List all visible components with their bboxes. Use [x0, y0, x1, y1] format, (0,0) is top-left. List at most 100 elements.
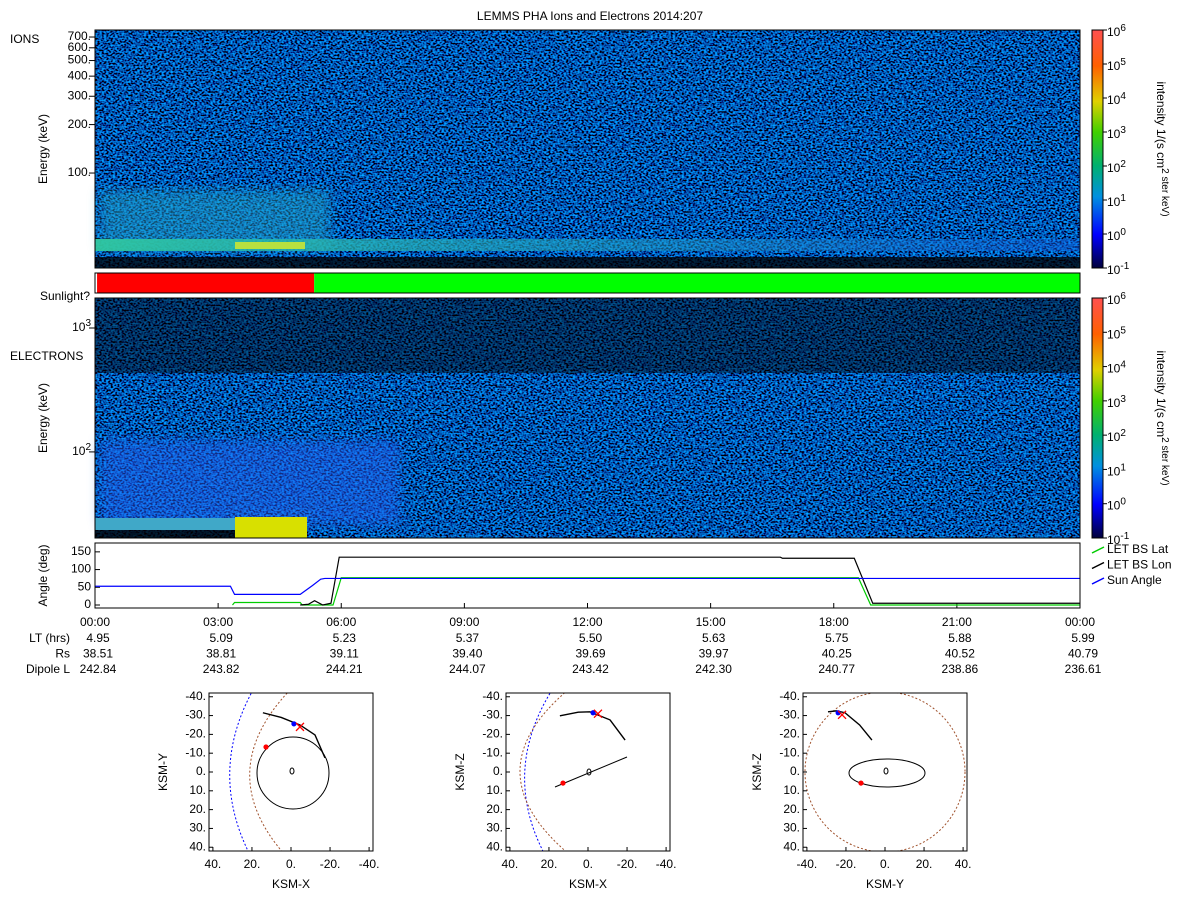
- image-band: [95, 518, 235, 530]
- orbit-context: [229, 693, 330, 851]
- row-value: 5.23: [333, 631, 357, 645]
- y-tick-label: 150: [71, 544, 91, 558]
- colorbar-tick-label: 100: [1107, 227, 1126, 244]
- y-tick-label: 100: [71, 562, 91, 576]
- colorbar-tick-label: 102: [1107, 428, 1126, 445]
- x-tick-label: 40.: [205, 857, 222, 871]
- y-tick-label: 20.: [783, 802, 800, 816]
- state-segment: [97, 273, 315, 293]
- boundary: [229, 693, 253, 851]
- plot-frame: [208, 692, 374, 852]
- legend-label: LET BS Lat: [1107, 542, 1169, 556]
- y-tick-label: 103: [72, 318, 91, 335]
- image-band: [95, 239, 1080, 251]
- y-axis-label: Angle (deg): [36, 544, 50, 606]
- row-value: 38.51: [83, 647, 113, 661]
- row-label: Dipole L: [26, 662, 70, 676]
- y-tick-label: -20.: [482, 727, 503, 741]
- y-tick-label: 102: [72, 442, 91, 459]
- y-axis-label: Energy (keV): [36, 383, 50, 453]
- colorbar-tick-label: 106: [1107, 291, 1126, 308]
- row-value: 40.79: [1068, 647, 1098, 661]
- y-tick-label: 0: [84, 597, 91, 611]
- series-line: [232, 577, 1080, 606]
- y-tick-label: -20.: [185, 727, 206, 741]
- row-value: 39.11: [330, 647, 359, 661]
- boundary: [524, 693, 551, 851]
- y-tick-label: 10.: [189, 783, 206, 797]
- point-dot: [263, 744, 269, 750]
- trajectory: [559, 711, 626, 741]
- row-label: LT (hrs): [29, 631, 70, 645]
- row-value: 242.84: [80, 662, 117, 676]
- boundary: [519, 693, 567, 851]
- x-tick-label: 20.: [244, 857, 261, 871]
- row-value: 5.50: [579, 631, 603, 645]
- y-tick-label: -10.: [482, 745, 503, 759]
- point-cross: [295, 722, 305, 732]
- x-tick-label: 12:00: [572, 615, 602, 629]
- y-tick-label: 20.: [189, 802, 206, 816]
- row-value: 243.42: [572, 662, 609, 676]
- y-tick-label: -30.: [185, 708, 206, 722]
- orbit-context: [519, 693, 628, 851]
- point-dot: [291, 721, 297, 727]
- row-value: 244.07: [449, 662, 486, 676]
- x-tick-label: 20.: [916, 857, 933, 871]
- x-tick-label: 03:00: [203, 615, 233, 629]
- trajectory: [262, 712, 326, 759]
- image-band-bright: [235, 517, 307, 538]
- y-axis-label: KSM-Y: [156, 753, 170, 791]
- y-tick-label: -30.: [779, 708, 800, 722]
- x-tick-label: 20.: [541, 857, 558, 871]
- colorbar-tick-label: 10-1: [1107, 261, 1130, 278]
- row-label: Rs: [55, 647, 70, 661]
- x-axis-label: KSM-X: [569, 877, 607, 891]
- x-tick-label: -40.: [359, 857, 380, 871]
- electron-spectrogram-image: [95, 298, 1080, 538]
- plot-frame: [94, 29, 1081, 269]
- row-value: 242.30: [695, 662, 732, 676]
- point-dot: [590, 710, 596, 716]
- y-tick-label: 10.: [783, 783, 800, 797]
- plot-frame: [94, 272, 1081, 294]
- y-tick-label: 30.: [189, 821, 206, 835]
- y-tick-label: -20.: [779, 727, 800, 741]
- colorbar-tick-label: 101: [1107, 193, 1126, 210]
- y-tick-label: 30.: [783, 821, 800, 835]
- colorbar-tick-label: 102: [1107, 159, 1126, 176]
- trajectory: [827, 710, 873, 741]
- x-tick-label: 0.: [583, 857, 593, 871]
- orbit-context: [804, 693, 966, 851]
- row-value: 236.61: [1065, 662, 1102, 676]
- x-tick-label: 00:00: [80, 615, 110, 629]
- y-tick-label: -40.: [185, 689, 206, 703]
- y-tick-label: 50: [78, 579, 92, 593]
- colorbar-tick-label: 105: [1107, 57, 1126, 74]
- y-tick-label: 40.: [783, 839, 800, 853]
- colorbar-tick-label: 106: [1107, 23, 1126, 40]
- y-tick-label: 40.: [189, 839, 206, 853]
- y-tick-label: 0.: [790, 764, 800, 778]
- y-tick-label: 700.: [68, 29, 91, 43]
- y-axis-label: Energy (keV): [36, 114, 50, 184]
- colorbar-tick-label: 104: [1107, 91, 1126, 108]
- state-segment: [314, 273, 1081, 293]
- y-tick-label: 100.: [68, 165, 91, 179]
- row-value: 5.88: [948, 631, 972, 645]
- x-tick-label: 40.: [502, 857, 519, 871]
- y-tick-label: 0.: [493, 764, 503, 778]
- x-tick-label: 0.: [286, 857, 296, 871]
- row-value: 38.81: [206, 647, 236, 661]
- y-axis-label: KSM-Z: [453, 753, 467, 790]
- y-tick-label: 40.: [486, 839, 503, 853]
- x-tick-label: 00:00: [1065, 615, 1095, 629]
- boundary: [249, 693, 288, 851]
- row-value: 39.97: [699, 647, 729, 661]
- planet: [586, 768, 592, 776]
- chart-title: LEMMS PHA Ions and Electrons 2014:207: [477, 9, 703, 23]
- row-value: 238.86: [942, 662, 979, 676]
- moon-orbit: [256, 736, 330, 810]
